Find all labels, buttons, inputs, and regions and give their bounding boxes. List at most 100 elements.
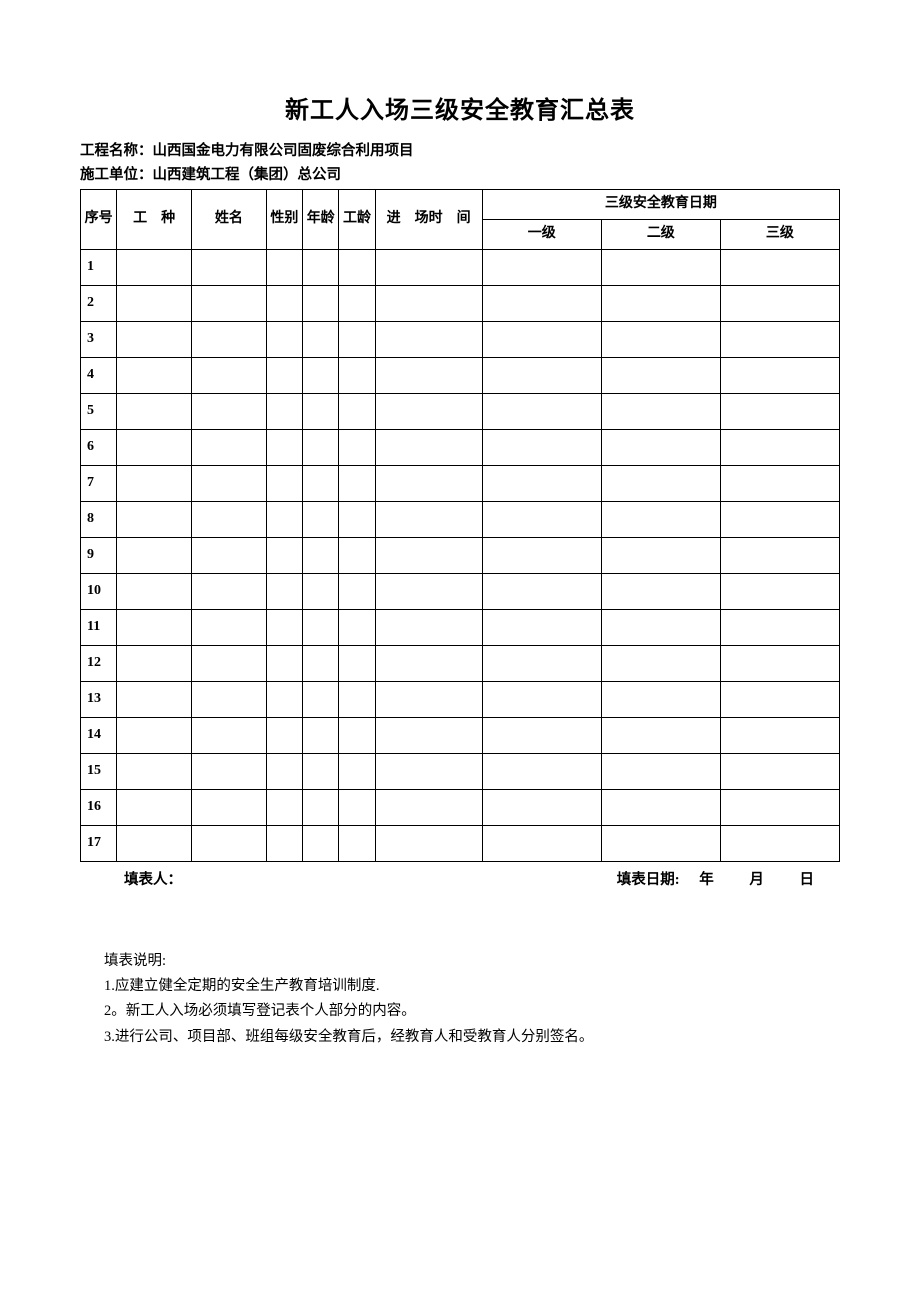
th-level1: 一级 (482, 219, 601, 249)
data-cell (720, 465, 839, 501)
data-cell (192, 753, 267, 789)
data-cell (303, 285, 339, 321)
data-cell (375, 645, 482, 681)
data-cell (601, 393, 720, 429)
data-cell (339, 429, 375, 465)
data-cell (482, 717, 601, 753)
table-row: 6 (81, 429, 840, 465)
data-cell (375, 429, 482, 465)
data-cell (720, 753, 839, 789)
row-idx-cell: 7 (81, 465, 117, 501)
filler-label: 填表人： (124, 868, 182, 889)
th-level2: 二级 (601, 219, 720, 249)
data-cell (266, 393, 302, 429)
data-cell (192, 645, 267, 681)
data-cell (601, 573, 720, 609)
data-cell (601, 645, 720, 681)
data-cell (375, 609, 482, 645)
data-cell (117, 321, 192, 357)
row-idx-cell: 8 (81, 501, 117, 537)
data-cell (192, 825, 267, 861)
project-line: 工程名称：山西国金电力有限公司固废综合利用项目 (80, 141, 840, 163)
data-cell (266, 357, 302, 393)
data-cell (303, 321, 339, 357)
data-cell (266, 429, 302, 465)
data-cell (339, 681, 375, 717)
data-cell (266, 645, 302, 681)
data-cell (720, 501, 839, 537)
table-row: 8 (81, 501, 840, 537)
data-cell (192, 429, 267, 465)
data-cell (375, 285, 482, 321)
row-idx-cell: 12 (81, 645, 117, 681)
th-entertime: 进 场时 间 (375, 189, 482, 249)
table-row: 7 (81, 465, 840, 501)
data-cell (117, 393, 192, 429)
data-cell (482, 825, 601, 861)
data-cell (303, 609, 339, 645)
data-cell (339, 501, 375, 537)
data-cell (339, 609, 375, 645)
data-cell (720, 645, 839, 681)
notes-item-1: 1.应建立健全定期的安全生产教育培训制度. (104, 974, 840, 999)
page-title: 新工人入场三级安全教育汇总表 (80, 90, 840, 125)
data-cell (482, 429, 601, 465)
row-idx-cell: 15 (81, 753, 117, 789)
data-cell (266, 717, 302, 753)
row-idx-cell: 6 (81, 429, 117, 465)
table-row: 3 (81, 321, 840, 357)
table-row: 13 (81, 681, 840, 717)
table-row: 5 (81, 393, 840, 429)
data-cell (339, 825, 375, 861)
table-row: 9 (81, 537, 840, 573)
data-cell (482, 789, 601, 825)
summary-table: 序号 工 种 姓名 性别 年龄 工龄 进 场时 间 三级安全教育日期 一级 二级… (80, 189, 840, 862)
data-cell (601, 465, 720, 501)
data-cell (192, 789, 267, 825)
th-sex: 性别 (266, 189, 302, 249)
row-idx-cell: 14 (81, 717, 117, 753)
data-cell (117, 825, 192, 861)
data-cell (192, 285, 267, 321)
data-cell (192, 249, 267, 285)
data-cell (303, 249, 339, 285)
data-cell (601, 609, 720, 645)
data-cell (192, 537, 267, 573)
data-cell (375, 537, 482, 573)
data-cell (482, 285, 601, 321)
data-cell (339, 393, 375, 429)
data-cell (375, 357, 482, 393)
data-cell (303, 501, 339, 537)
data-cell (375, 825, 482, 861)
data-cell (375, 393, 482, 429)
data-cell (192, 357, 267, 393)
data-cell (601, 321, 720, 357)
th-idx: 序号 (81, 189, 117, 249)
data-cell (117, 501, 192, 537)
data-cell (303, 357, 339, 393)
data-cell (601, 753, 720, 789)
data-cell (482, 753, 601, 789)
data-cell (482, 609, 601, 645)
unit-label: 施工单位： (80, 167, 153, 183)
data-cell (266, 501, 302, 537)
notes-title: 填表说明: (104, 949, 840, 974)
data-cell (375, 681, 482, 717)
data-cell (303, 789, 339, 825)
th-worktype: 工 种 (117, 189, 192, 249)
data-cell (375, 753, 482, 789)
data-cell (192, 681, 267, 717)
data-cell (601, 429, 720, 465)
data-cell (266, 825, 302, 861)
year-unit: 年 (699, 872, 714, 888)
th-age: 年龄 (303, 189, 339, 249)
data-cell (192, 573, 267, 609)
th-edu-group: 三级安全教育日期 (482, 189, 839, 219)
table-row: 14 (81, 717, 840, 753)
data-cell (266, 681, 302, 717)
th-level3: 三级 (720, 219, 839, 249)
table-row: 2 (81, 285, 840, 321)
data-cell (375, 501, 482, 537)
data-cell (482, 465, 601, 501)
table-row: 12 (81, 645, 840, 681)
